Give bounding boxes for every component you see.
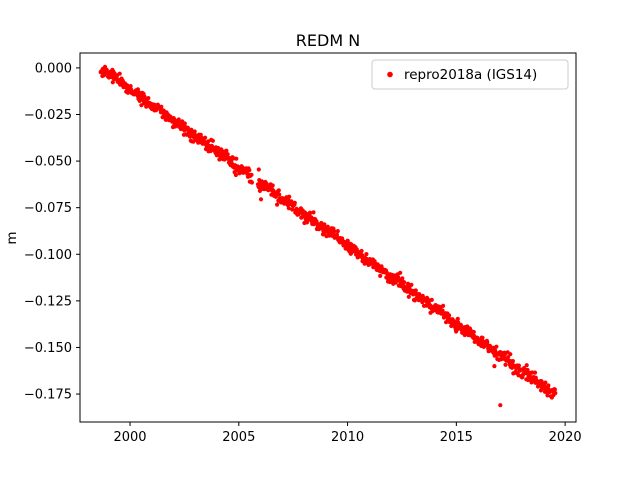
data-point (276, 188, 281, 193)
data-point (406, 294, 411, 299)
x-tick-label: 2005 (222, 430, 255, 445)
data-point (440, 308, 445, 313)
data-point (546, 383, 551, 388)
x-tick-label: 2010 (331, 430, 364, 445)
data-point (516, 363, 522, 368)
data-point (307, 210, 313, 215)
plot-area: 2000 2005 2010 2015 2020 0.000 −0.025 −0.050 −0.… (24, 52, 582, 445)
y-tick-label: −0.100 (24, 248, 72, 263)
data-point (117, 71, 122, 76)
data-point (545, 393, 550, 398)
y-axis-label: m (4, 231, 20, 244)
data-point (543, 380, 548, 385)
data-point (532, 370, 538, 375)
data-point (471, 329, 476, 335)
data-point (192, 129, 197, 134)
outlier-point (257, 188, 262, 193)
outlier-point (492, 364, 497, 369)
data-point (249, 180, 254, 185)
data-point (393, 280, 398, 285)
legend-marker-dot (387, 71, 393, 78)
data-point (286, 206, 291, 211)
data-point (494, 344, 499, 349)
x-tick-label: 2020 (549, 430, 582, 445)
data-point (510, 359, 515, 364)
x-tick-label: 2015 (440, 430, 473, 445)
data-point (378, 273, 383, 278)
data-point (224, 148, 229, 153)
data-point (262, 187, 267, 192)
data-point (249, 172, 254, 177)
outlier-point (256, 167, 261, 172)
chart-title: REDM N (296, 31, 360, 50)
outlier-point (258, 197, 264, 202)
x-tick-label: 2000 (113, 430, 146, 445)
data-point (270, 183, 275, 188)
y-tick-label: −0.125 (24, 294, 72, 309)
data-point (441, 303, 446, 308)
axes-frame (79, 52, 577, 423)
data-point (234, 156, 239, 161)
data-point (480, 335, 485, 340)
legend-frame (371, 59, 569, 90)
data-point (503, 362, 508, 367)
data-point (409, 282, 414, 287)
y-tick-label: −0.150 (24, 341, 72, 356)
data-point (225, 152, 230, 157)
data-point (447, 313, 452, 318)
data-point (321, 231, 326, 236)
y-tick-label: −0.075 (24, 201, 72, 216)
data-point (275, 202, 280, 207)
y-tick-label: −0.025 (24, 108, 72, 123)
x-axis-ticks: 2000 2005 2010 2015 2020 (113, 422, 582, 445)
data-point (332, 229, 337, 234)
data-point (553, 391, 558, 396)
data-point (247, 168, 252, 173)
data-point (359, 248, 364, 254)
y-tick-label: −0.175 (24, 388, 72, 403)
y-tick-label: 0.000 (35, 61, 72, 76)
data-point (508, 352, 513, 357)
data-points (98, 64, 558, 408)
data-point (524, 363, 529, 368)
data-point (402, 280, 407, 285)
data-point (525, 367, 530, 373)
data-point (159, 104, 164, 109)
data-point (292, 200, 297, 205)
y-axis-ticks: 0.000 −0.025 −0.050 −0.075 −0.100 −0.125 −0.15… (24, 61, 80, 403)
data-point (128, 84, 133, 89)
data-point (176, 117, 181, 122)
data-point (345, 238, 350, 243)
data-point (455, 316, 460, 321)
data-point (398, 270, 403, 275)
data-point (364, 252, 369, 257)
legend: repro2018a (IGS14) (371, 59, 569, 90)
data-point (400, 276, 405, 281)
legend-label: repro2018a (IGS14) (404, 67, 537, 83)
data-point (182, 121, 187, 126)
data-point (287, 194, 292, 199)
data-point (485, 340, 490, 345)
data-point (506, 355, 511, 360)
data-point (290, 207, 295, 212)
data-point (335, 229, 340, 234)
y-tick-label: −0.050 (24, 155, 72, 170)
data-point (311, 210, 316, 215)
data-point (277, 192, 282, 197)
data-point (552, 387, 558, 392)
data-point (429, 297, 434, 302)
data-point (210, 138, 215, 143)
data-point (233, 172, 238, 178)
outlier-point (498, 403, 503, 408)
data-point (146, 96, 151, 101)
data-point (203, 135, 208, 140)
